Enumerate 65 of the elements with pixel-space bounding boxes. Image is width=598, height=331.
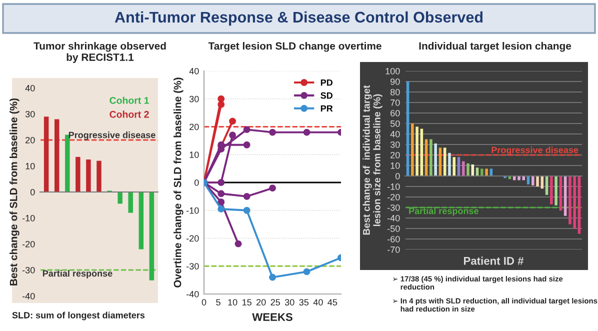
x-tick-label: 40: [313, 299, 323, 306]
y-tick-label: 10: [190, 152, 199, 158]
ref-line-label: Partial response: [42, 270, 112, 278]
x-tick-label: 35: [299, 299, 309, 306]
y-tick-label: -30: [186, 263, 199, 270]
y-tick-label: 10: [390, 162, 400, 169]
y-tick-label: 100: [386, 68, 400, 74]
text: Cohort 1: [110, 96, 149, 104]
y-tick-label: 20: [390, 152, 400, 158]
x-tick-label: 45: [328, 299, 338, 306]
y-tick-label: -20: [186, 235, 199, 242]
x-tick-label: 0: [202, 299, 206, 306]
y-tick-label: 80: [390, 88, 400, 96]
y-tick-label: 60: [390, 110, 400, 116]
y-tick-label: 20: [190, 124, 199, 130]
x-tick-label: 25: [270, 299, 280, 306]
y-tick-label: 0: [395, 172, 400, 180]
text: SLD: sum of longest diameters: [12, 312, 145, 320]
legend-label: PD: [320, 79, 332, 86]
ref-line-label: Partial response: [409, 208, 478, 216]
y-tick-label: 30: [25, 110, 35, 118]
y-tick-label: -40: [22, 292, 35, 300]
y-tick-label: 30: [390, 141, 400, 148]
x-tick-label: 30: [284, 299, 294, 306]
y-tick-label: 10: [26, 162, 35, 170]
y-tick-label: -20: [387, 194, 400, 200]
y-tick-label: -20: [22, 240, 35, 248]
chart-title: Tumor shrinkage observed by RECIST1.1: [34, 42, 166, 63]
legend-label: SD: [320, 92, 332, 99]
y-tick-label: 50: [390, 120, 400, 127]
y-tick-label: -40: [387, 214, 400, 222]
y-tick-label: -70: [387, 246, 400, 253]
ref-line-label: Progressive disease: [492, 146, 578, 155]
y-tick-label: -30: [22, 266, 35, 274]
x-tick-label: 5: [216, 299, 220, 306]
text: Anti-Tumor Response & Disease Control Observed: [114, 11, 483, 26]
y-tick-label: -40: [186, 290, 199, 298]
y-tick-label: 30: [189, 96, 199, 102]
y-tick-label: -10: [186, 207, 199, 214]
x-tick-label: 20: [256, 299, 266, 306]
x-axis-title: WEEKS: [252, 313, 292, 321]
chart-title: Target lesion SLD change overtime: [208, 42, 382, 52]
y-tick-label: 0: [30, 188, 35, 196]
x-tick-label: 10: [228, 299, 238, 306]
y-tick-label: 40: [390, 130, 400, 138]
chart-title: Individual target lesion change: [419, 42, 572, 52]
y-tick-label: 90: [390, 78, 400, 85]
y-axis-title: Best change of SLD from baseline (%): [10, 98, 20, 286]
ref-line-label: Progressive disease: [68, 132, 156, 140]
y-tick-label: -30: [387, 204, 400, 211]
x-tick-label: 15: [242, 299, 252, 306]
y-tick-label: 40: [189, 68, 199, 74]
y-tick-label: 20: [26, 136, 35, 144]
text: Cohort 2: [110, 110, 149, 118]
y-axis-title: Best change of individual target lesion size from baseline (%): [362, 85, 382, 235]
y-tick-label: -10: [22, 214, 35, 222]
y-tick-label: -50: [387, 225, 400, 232]
y-tick-label: -60: [387, 236, 400, 242]
y-tick-label: -10: [387, 183, 400, 190]
legend-label: PR: [320, 105, 333, 112]
y-tick-label: 0: [194, 179, 199, 186]
x-axis-title: Patient ID #: [464, 256, 524, 265]
y-tick-label: 40: [25, 84, 35, 92]
y-tick-label: 70: [390, 99, 400, 106]
y-axis-title: Overtime change of SLD from baseline (%): [174, 78, 184, 288]
